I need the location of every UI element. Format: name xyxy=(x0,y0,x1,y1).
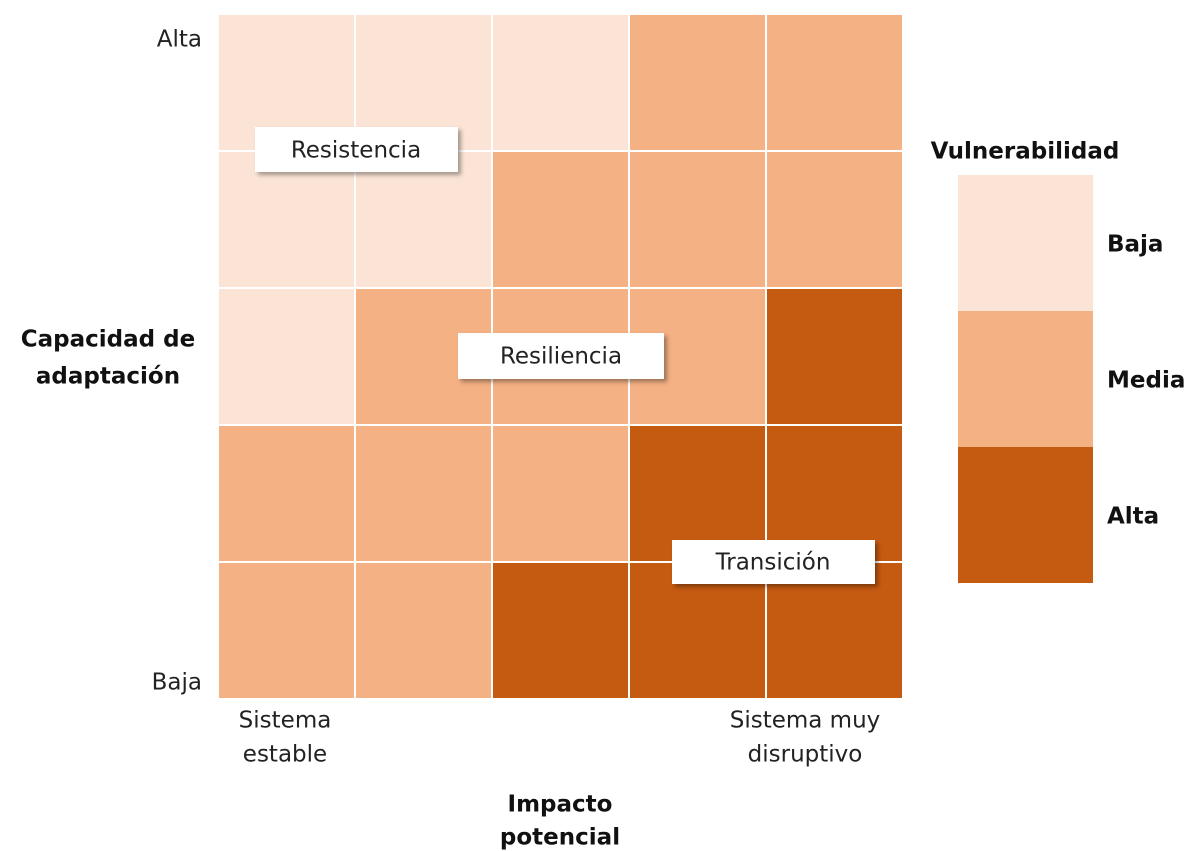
legend-label: Media xyxy=(1107,368,1185,394)
cell xyxy=(491,13,630,152)
x-right-label: disruptivo xyxy=(748,742,863,768)
x-left-label: estable xyxy=(243,742,327,768)
zone-label: Resiliencia xyxy=(500,344,622,370)
legend-swatch xyxy=(958,447,1093,583)
x-title: Impacto xyxy=(508,792,613,818)
cell xyxy=(491,561,630,700)
cell xyxy=(765,13,904,152)
cell xyxy=(765,561,904,700)
cell xyxy=(765,287,904,426)
x-left-label: Sistema xyxy=(239,708,332,734)
cell xyxy=(765,150,904,289)
cell xyxy=(628,424,767,563)
zone-label: Transición xyxy=(715,550,831,576)
cell xyxy=(354,150,493,289)
y-title: Capacidad de xyxy=(21,327,195,353)
legend-swatch xyxy=(958,175,1093,311)
x-title: potencial xyxy=(500,825,620,851)
cell xyxy=(354,424,493,563)
legend-swatch xyxy=(958,311,1093,447)
cell xyxy=(217,561,356,700)
zone-label: Resistencia xyxy=(291,138,421,164)
legend-label: Alta xyxy=(1107,504,1159,530)
cell xyxy=(628,150,767,289)
cell xyxy=(628,13,767,152)
y-top-label: Alta xyxy=(157,27,202,53)
y-bottom-label: Baja xyxy=(152,670,202,696)
cell xyxy=(628,561,767,700)
x-right-label: Sistema muy xyxy=(730,708,881,734)
zone-box xyxy=(458,333,664,379)
legend-label: Baja xyxy=(1107,232,1163,258)
cell xyxy=(217,287,356,426)
cell xyxy=(217,424,356,563)
zone-box xyxy=(672,540,875,584)
zone-box xyxy=(255,127,458,172)
y-title: adaptación xyxy=(36,364,180,390)
cell xyxy=(354,561,493,700)
cell xyxy=(491,424,630,563)
cell xyxy=(491,150,630,289)
legend-title: Vulnerabilidad xyxy=(931,139,1120,165)
